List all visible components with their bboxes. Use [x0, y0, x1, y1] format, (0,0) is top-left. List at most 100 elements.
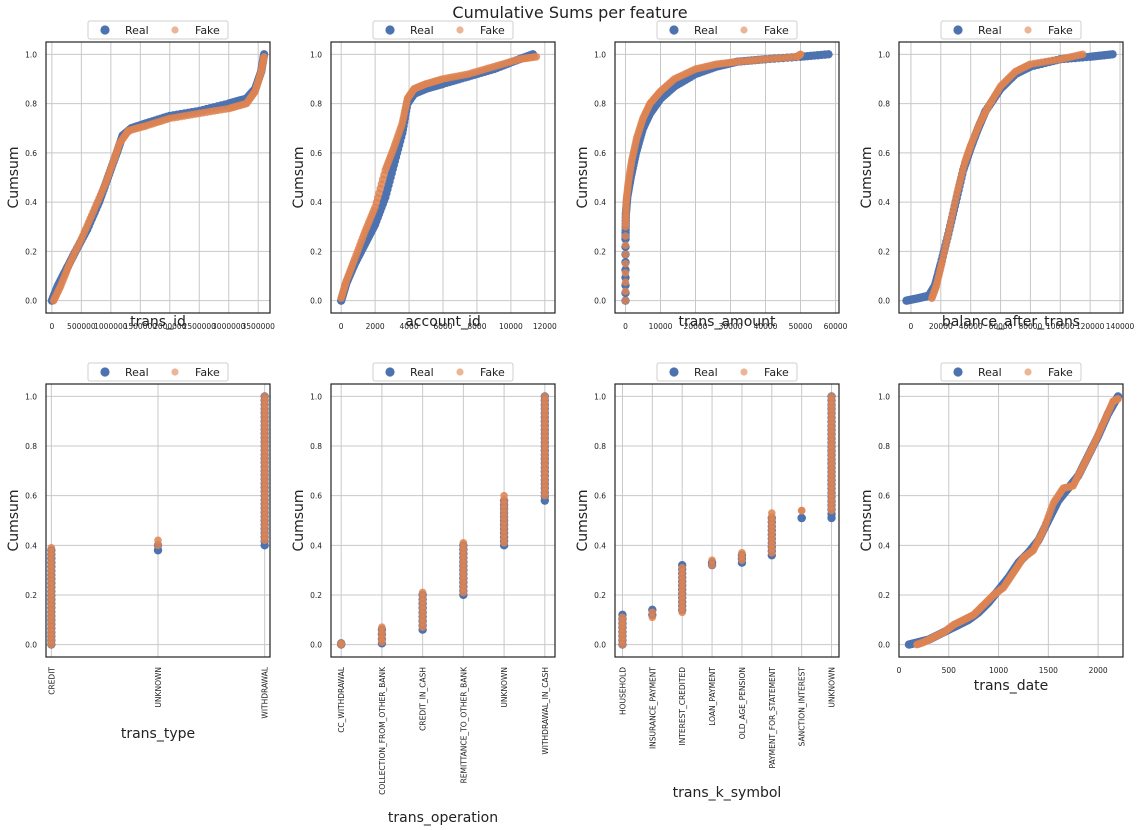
x-tick-label: 0 — [50, 322, 55, 331]
axes-frame — [898, 383, 1124, 658]
legend-marker-real — [385, 25, 395, 35]
data-point — [621, 296, 630, 305]
legend-label-real: Real — [978, 366, 1002, 379]
y-tick-label: 0.0 — [878, 297, 890, 306]
data-point — [337, 639, 345, 648]
x-tick-label: WITHDRAWAL — [261, 666, 270, 718]
y-tick-label: 0.0 — [594, 641, 606, 650]
legend-box — [372, 20, 514, 40]
x-axis-label: balance_after_trans — [942, 314, 1080, 330]
data-point — [738, 548, 746, 557]
legend-marker-fake — [740, 26, 748, 34]
y-tick-label: 0.6 — [878, 492, 890, 501]
legend-label-real: Real — [978, 24, 1002, 37]
series-fake — [913, 395, 1122, 649]
x-tick-label: 30000 — [719, 322, 743, 331]
x-tick-label: 6000 — [433, 322, 452, 331]
x-tick-label: 0 — [339, 322, 344, 331]
legend-label-fake: Fake — [195, 24, 220, 37]
series-fake — [337, 52, 541, 303]
x-axis-label: trans_id — [130, 314, 186, 330]
data-point — [621, 241, 630, 250]
legend-marker-fake — [1024, 368, 1032, 376]
x-tick-label: 60000 — [824, 322, 848, 331]
x-tick-label: 0 — [909, 322, 914, 331]
series-fake — [928, 50, 1087, 303]
data-point — [618, 613, 627, 622]
legend-label-fake: Fake — [1048, 366, 1073, 379]
series-fake — [337, 392, 549, 649]
data-point — [621, 259, 630, 268]
legend — [372, 20, 514, 40]
series-fake — [618, 392, 836, 649]
axes-frame — [45, 41, 271, 314]
data-point — [418, 588, 427, 597]
y-tick-label: 0.8 — [25, 100, 37, 109]
legend-label-real: Real — [694, 24, 718, 37]
data-point — [532, 52, 541, 61]
series-real — [902, 50, 1117, 305]
y-tick-label: 0.6 — [594, 149, 606, 158]
legend-marker-fake — [171, 368, 179, 376]
x-tick-label: 40000 — [754, 322, 778, 331]
y-tick-label: 0.2 — [310, 591, 322, 600]
legend-label-fake: Fake — [480, 366, 505, 379]
y-tick-label: 1.0 — [878, 50, 890, 59]
x-tick-label: 500000 — [67, 322, 96, 331]
legend — [372, 362, 514, 382]
x-tick-label: WITHDRAWAL_IN_CASH — [541, 667, 550, 755]
legend — [656, 362, 798, 382]
x-tick-label: 1000 — [989, 666, 1008, 675]
x-tick-label: 50000 — [789, 322, 813, 331]
series-real — [336, 50, 538, 305]
legend-box — [372, 362, 514, 382]
series-fake — [621, 50, 805, 305]
legend-box — [87, 362, 229, 382]
x-tick-label: 12000 — [533, 322, 557, 331]
y-tick-label: 0.0 — [878, 641, 890, 650]
data-point — [621, 250, 630, 259]
x-tick-label: 10000 — [649, 322, 673, 331]
x-tick-label: COLLECTION_FROM_OTHER_BANK — [378, 666, 387, 795]
x-axis-label: trans_date — [974, 678, 1049, 694]
legend-marker-fake — [740, 368, 748, 376]
data-point — [824, 50, 833, 59]
legend-marker-real — [100, 25, 110, 35]
legend-marker-real — [953, 25, 963, 35]
axes-frame — [330, 383, 556, 658]
y-tick-label: 1.0 — [594, 50, 606, 59]
y-tick-label: 0.8 — [310, 100, 322, 109]
x-tick-label: 2000 — [366, 322, 385, 331]
x-axis-label: trans_k_symbol — [673, 785, 782, 801]
y-axis-label: Cumsum — [291, 489, 307, 551]
y-tick-label: 0.4 — [310, 541, 322, 550]
legend-label-real: Real — [410, 366, 434, 379]
legend-label-fake: Fake — [764, 366, 789, 379]
data-point — [708, 556, 716, 565]
x-tick-label: 20000 — [929, 322, 953, 331]
x-tick-label: 10000 — [499, 322, 523, 331]
x-tick-label: 2500000 — [183, 322, 217, 331]
y-tick-label: 0.8 — [310, 442, 322, 451]
y-tick-label: 0.0 — [310, 641, 322, 650]
legend-box — [87, 20, 229, 40]
data-point — [47, 544, 56, 552]
x-tick-label: 3500000 — [242, 322, 276, 331]
x-tick-label: UNKNOWN — [154, 667, 163, 708]
legend-box — [940, 20, 1082, 40]
x-tick-label: REMITTANCE_TO_OTHER_BANK — [459, 666, 468, 783]
y-tick-label: 0.4 — [25, 541, 37, 550]
y-tick-label: 0.0 — [310, 297, 322, 306]
y-tick-label: 0.2 — [594, 247, 606, 256]
y-axis-label: Cumsum — [859, 146, 875, 208]
y-tick-label: 0.6 — [25, 492, 37, 501]
data-point — [459, 539, 468, 547]
data-point — [678, 563, 686, 572]
x-tick-label: 40000 — [959, 322, 983, 331]
axes-frame — [614, 383, 840, 658]
y-tick-label: 0.2 — [25, 247, 37, 256]
legend — [87, 362, 229, 382]
y-tick-label: 0.6 — [594, 492, 606, 501]
x-tick-label: 3000000 — [212, 322, 246, 331]
